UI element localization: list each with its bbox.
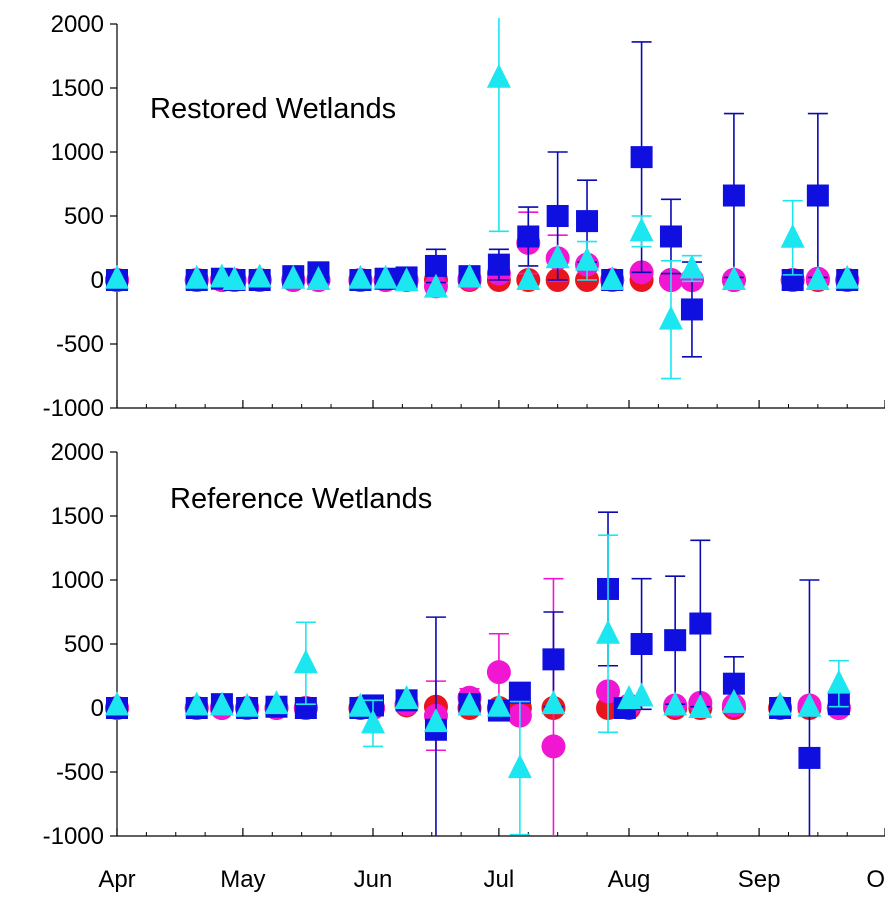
data-point-triangle	[348, 264, 373, 289]
panel-title: Reference Wetlands	[170, 483, 432, 515]
data-point-triangle	[423, 708, 448, 733]
data-point-triangle	[575, 246, 600, 271]
x-tick-label: May	[220, 866, 265, 893]
data-point-square	[294, 697, 317, 719]
data-point-triangle	[780, 223, 805, 248]
data-point-triangle	[306, 266, 331, 290]
data-point-triangle	[235, 692, 260, 717]
plot-area	[105, 18, 860, 380]
series-3	[105, 534, 851, 836]
y-tick-label: 2000	[51, 439, 104, 466]
data-point-square	[508, 681, 531, 704]
data-point-triangle	[688, 694, 713, 718]
y-tick-label: 500	[64, 203, 104, 230]
data-point-triangle	[516, 266, 541, 290]
data-point-triangle	[486, 692, 511, 717]
y-tick-label: 1500	[51, 75, 104, 102]
data-point-triangle	[184, 264, 209, 289]
y-tick-label: 2000	[51, 11, 104, 38]
data-point-triangle	[596, 619, 621, 644]
data-point-triangle	[541, 690, 566, 715]
y-tick-label: 1000	[51, 567, 104, 594]
data-point-triangle	[105, 264, 129, 289]
data-point-triangle	[394, 685, 419, 710]
data-point-square	[576, 210, 599, 233]
data-point-triangle	[797, 692, 822, 717]
data-point-square	[487, 253, 510, 276]
data-point-square	[798, 746, 821, 769]
panel-title: Restored Wetlands	[150, 93, 396, 125]
reference-panel: -1000 -500 0 500 1000 1500 2000 Apr May Jun Jul Aug…	[43, 439, 885, 893]
data-point-triangle	[826, 669, 851, 694]
data-point-square	[689, 612, 712, 635]
data-point-triangle	[293, 649, 318, 674]
y-tick-label: -500	[56, 759, 104, 786]
data-point-triangle	[721, 266, 746, 290]
y-tick-label: 500	[64, 631, 104, 658]
data-point-triangle	[247, 263, 272, 288]
plot-area	[105, 511, 851, 836]
x-tick-label: Aug	[608, 866, 651, 893]
data-point-triangle	[222, 266, 247, 290]
y-tick-label: -500	[56, 331, 104, 358]
y-tick-label: 1000	[51, 139, 104, 166]
data-point-triangle	[361, 709, 385, 734]
data-point-triangle	[721, 688, 746, 713]
data-point-square	[806, 184, 829, 207]
data-point-triangle	[394, 267, 419, 292]
y-tick-label: 1500	[51, 503, 104, 530]
y-tick-label: 0	[91, 695, 104, 722]
data-point-triangle	[184, 691, 209, 716]
data-point-square	[680, 298, 703, 321]
data-point-square	[546, 205, 569, 227]
data-point-triangle	[486, 63, 511, 88]
data-point-triangle	[457, 263, 482, 288]
data-point-triangle	[679, 254, 704, 279]
data-point-square	[664, 629, 687, 652]
data-point-triangle	[105, 691, 129, 716]
x-tick-label: Apr	[98, 866, 135, 893]
x-tick-label: Jun	[354, 866, 393, 893]
data-point-square	[542, 648, 565, 671]
data-point-triangle	[805, 266, 830, 290]
data-point-square	[517, 225, 540, 248]
data-point-square	[424, 254, 447, 277]
series-3	[105, 18, 860, 380]
data-point-circle	[486, 660, 511, 685]
restored-panel: -1000 -500 0 500 1000 1500 2000 Restored Wetlan…	[43, 11, 885, 422]
data-point-triangle	[663, 691, 688, 716]
series-1	[105, 577, 851, 836]
data-point-triangle	[600, 266, 625, 290]
data-point-square	[722, 672, 745, 695]
data-point-triangle	[768, 691, 793, 716]
data-point-triangle	[835, 264, 860, 289]
data-point-square	[659, 225, 682, 248]
data-point-triangle	[629, 682, 654, 707]
series-2	[106, 41, 859, 358]
data-point-triangle	[423, 273, 448, 298]
data-point-circle	[541, 734, 566, 759]
data-point-triangle	[264, 690, 289, 715]
x-tick-label: Jul	[484, 866, 515, 893]
data-point-triangle	[281, 264, 306, 289]
y-tick-label: -1000	[43, 823, 104, 850]
data-point-square	[722, 184, 745, 207]
data-point-triangle	[348, 692, 373, 717]
y-tick-label: -1000	[43, 395, 104, 422]
data-point-triangle	[658, 305, 683, 330]
data-point-square	[630, 146, 653, 169]
data-point-triangle	[209, 691, 234, 716]
x-tick-label: Oct	[866, 866, 885, 893]
y-tick-label: 0	[91, 267, 104, 294]
data-point-triangle	[373, 264, 398, 289]
data-point-square	[630, 633, 653, 655]
data-point-triangle	[629, 217, 654, 242]
data-point-triangle	[545, 244, 570, 269]
data-point-triangle	[457, 691, 482, 716]
data-point-triangle	[507, 754, 532, 779]
x-tick-label: Sep	[738, 866, 781, 893]
